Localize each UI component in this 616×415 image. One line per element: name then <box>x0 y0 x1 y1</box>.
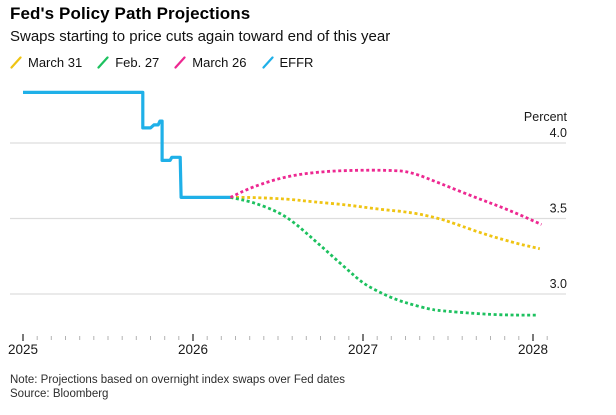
legend-item-effr: EFFR <box>261 55 314 70</box>
series-line-march-26 <box>229 168 543 226</box>
legend-item-march-26: March 26 <box>174 55 247 70</box>
legend-slash-icon <box>261 56 274 69</box>
legend-item-label: Feb. 27 <box>115 55 160 70</box>
legend-item-label: EFFR <box>279 55 314 70</box>
chart-subtitle: Swaps starting to price cuts again towar… <box>10 28 391 45</box>
footnote: Note: Projections based on overnight ind… <box>10 374 345 386</box>
chart-title: Fed's Policy Path Projections <box>10 4 251 23</box>
legend-item-label: March 31 <box>28 55 83 70</box>
legend-slash-icon <box>10 56 22 69</box>
chart-legend: March 31 Feb. 27 March 26 EFFR <box>10 55 313 70</box>
x-tick-label-2028: 2028 <box>518 342 548 357</box>
legend-item-label: March 26 <box>192 55 247 70</box>
x-axis-group: 2025 2026 2027 2028 <box>8 334 548 357</box>
y-axis-unit-label: Percent <box>524 110 568 124</box>
y-tick-label-4.0: 4.0 <box>550 126 567 140</box>
source-credit: Source: Bloomberg <box>10 388 109 400</box>
series-line-feb-27 <box>230 196 539 317</box>
x-tick-label-2026: 2026 <box>178 342 208 357</box>
x-tick-label-2027: 2027 <box>348 342 378 357</box>
y-tick-label-3.5: 3.5 <box>550 202 567 216</box>
y-tick-label-3.0: 3.0 <box>550 277 567 291</box>
legend-slash-icon <box>174 56 186 69</box>
legend-item-march-31: March 31 <box>10 55 82 70</box>
x-tick-label-2025: 2025 <box>8 342 38 357</box>
series-group <box>23 90 543 317</box>
legend-slash-icon <box>97 56 109 69</box>
legend-item-feb-27: Feb. 27 <box>97 55 159 70</box>
series-line-march-31 <box>230 196 541 251</box>
y-axis-labels-group: 4.0 3.5 3.0 Percent <box>524 110 568 291</box>
series-line-effr <box>23 90 231 199</box>
